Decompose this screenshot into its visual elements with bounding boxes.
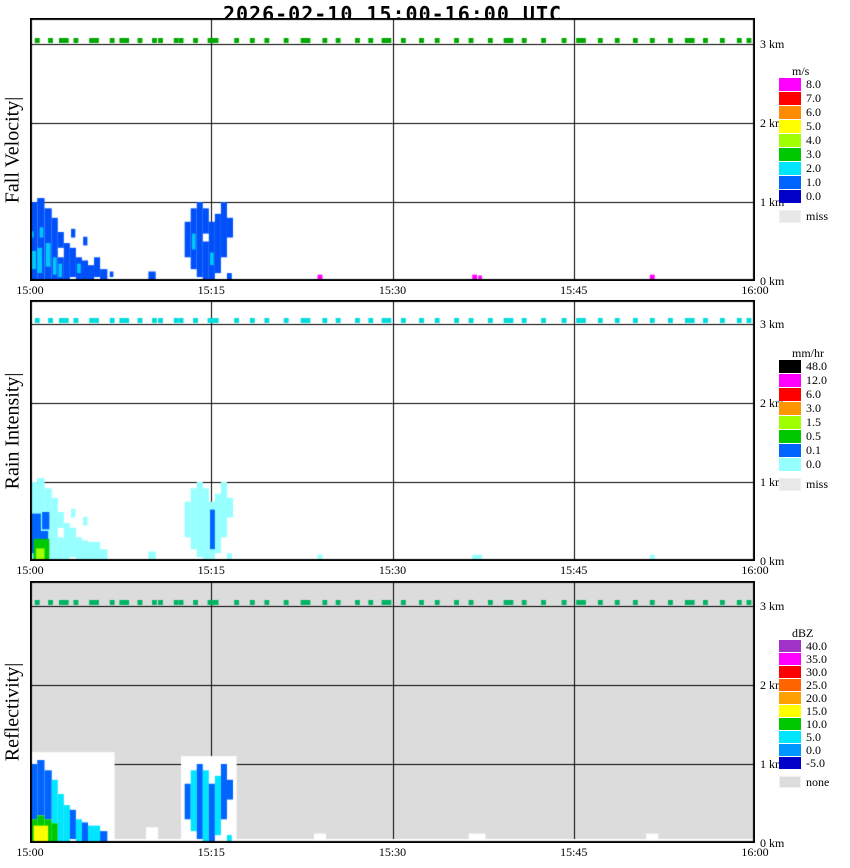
legend-swatch <box>779 402 801 415</box>
time-tick-label: 16:00 <box>741 283 769 297</box>
legend-label: 4.0 <box>806 133 821 147</box>
height-tick-label: 2 km <box>760 116 785 130</box>
legend-label: 0.0 <box>806 189 821 203</box>
legend-missing-label: miss <box>806 209 829 223</box>
time-tick-label: 15:45 <box>560 283 588 297</box>
time-tick-label: 16:00 <box>741 845 769 859</box>
legend-swatch <box>779 148 801 161</box>
fall-velocity-ylabel: Fall Velocity| <box>1 96 24 203</box>
legend-label: 6.0 <box>806 387 821 401</box>
time-tick-label: 15:00 <box>16 283 44 297</box>
legend-swatch <box>779 653 801 665</box>
legend-label: 8.0 <box>806 77 821 91</box>
height-tick-label: 3 km <box>760 317 785 331</box>
legend-swatch <box>779 92 801 105</box>
height-tick-label: 1 km <box>760 475 785 489</box>
time-tick-label: 15:15 <box>197 563 225 577</box>
time-tick-label: 15:45 <box>560 563 588 577</box>
legend-label: 10.0 <box>806 717 827 731</box>
time-tick-label: 15:30 <box>378 283 407 297</box>
legend-swatch <box>779 162 801 175</box>
legend-swatch <box>779 679 801 691</box>
legend-swatch <box>779 106 801 119</box>
legend-label: 35.0 <box>806 652 827 666</box>
time-tick-label: 15:30 <box>378 563 407 577</box>
time-tick-label: 15:15 <box>197 283 225 297</box>
legend-swatch <box>779 692 801 704</box>
legend-swatch <box>779 416 801 429</box>
legend-label: 12.0 <box>806 373 827 387</box>
legend-missing-label: none <box>806 775 830 789</box>
rain-intensity-plot <box>30 300 755 561</box>
legend-label: 25.0 <box>806 678 827 692</box>
legend-swatch <box>779 458 801 471</box>
reflectivity-ylabel: Reflectivity| <box>1 662 24 762</box>
legend-swatch <box>779 430 801 443</box>
height-tick-label: 0 km <box>760 554 785 568</box>
legend-label: 1.0 <box>806 175 821 189</box>
time-tick-label: 15:00 <box>16 845 44 859</box>
legend-swatch <box>779 176 801 189</box>
legend-swatch <box>779 360 801 373</box>
legend-label: 0.0 <box>806 743 821 757</box>
reflectivity-plot <box>30 581 755 843</box>
legend-swatch <box>779 744 801 756</box>
legend-label: 2.0 <box>806 161 821 175</box>
legend-label: 6.0 <box>806 105 821 119</box>
height-tick-label: 1 km <box>760 195 785 209</box>
fall-velocity-plot <box>30 18 755 281</box>
legend-label: 7.0 <box>806 91 821 105</box>
legend-label: 1.5 <box>806 415 821 429</box>
legend-swatch <box>779 78 801 91</box>
legend-missing-swatch <box>779 210 801 223</box>
time-tick-label: 15:45 <box>560 845 588 859</box>
legend-swatch <box>779 444 801 457</box>
height-tick-label: 3 km <box>760 37 785 51</box>
legend-missing-swatch <box>779 776 801 788</box>
time-tick-label: 15:00 <box>16 563 44 577</box>
legend-label: -5.0 <box>806 756 825 770</box>
time-tick-label: 15:30 <box>378 845 407 859</box>
legend-label: 5.0 <box>806 730 821 744</box>
legend-swatch <box>779 666 801 678</box>
height-tick-label: 3 km <box>760 599 785 613</box>
legend-label: 0.1 <box>806 443 821 457</box>
legend-title-rain-intensity: mm/hr <box>792 346 824 360</box>
legend-label: 3.0 <box>806 147 821 161</box>
legend-missing-swatch <box>779 478 801 491</box>
legend-title-fall-velocity: m/s <box>792 64 810 78</box>
rain-intensity-ylabel: Rain Intensity| <box>1 372 24 489</box>
legend-swatch <box>779 388 801 401</box>
time-tick-label: 16:00 <box>741 563 769 577</box>
legend-swatch <box>779 705 801 717</box>
legend-swatch <box>779 120 801 133</box>
legend-swatch <box>779 374 801 387</box>
legend-label: 0.0 <box>806 457 821 471</box>
height-tick-label: 0 km <box>760 274 785 288</box>
legend-title-reflectivity: dBZ <box>792 626 814 640</box>
legend-label: 40.0 <box>806 639 827 653</box>
legend-swatch <box>779 134 801 147</box>
time-tick-label: 15:15 <box>197 845 225 859</box>
legend-label: 3.0 <box>806 401 821 415</box>
legend-swatch <box>779 190 801 203</box>
legend-missing-label: miss <box>806 477 829 491</box>
legend-label: 20.0 <box>806 691 827 705</box>
height-tick-label: 0 km <box>760 836 785 850</box>
height-tick-label: 1 km <box>760 757 785 771</box>
legend-swatch <box>779 731 801 743</box>
legend-label: 15.0 <box>806 704 827 718</box>
legend-swatch <box>779 757 801 769</box>
legend-swatch <box>779 640 801 652</box>
height-tick-label: 2 km <box>760 678 785 692</box>
legend-label: 0.5 <box>806 429 821 443</box>
height-tick-label: 2 km <box>760 396 785 410</box>
legend-label: 30.0 <box>806 665 827 679</box>
legend-swatch <box>779 718 801 730</box>
legend-label: 48.0 <box>806 359 827 373</box>
legend-label: 5.0 <box>806 119 821 133</box>
